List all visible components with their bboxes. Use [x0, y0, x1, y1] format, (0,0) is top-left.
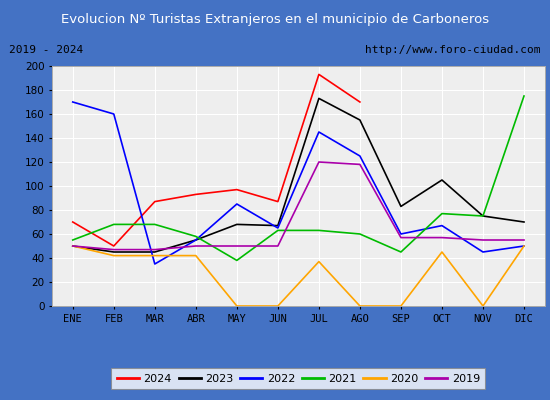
- Text: http://www.foro-ciudad.com: http://www.foro-ciudad.com: [365, 45, 541, 55]
- Text: 2019 - 2024: 2019 - 2024: [9, 45, 84, 55]
- Text: Evolucion Nº Turistas Extranjeros en el municipio de Carboneros: Evolucion Nº Turistas Extranjeros en el …: [61, 12, 489, 26]
- Legend: 2024, 2023, 2022, 2021, 2020, 2019: 2024, 2023, 2022, 2021, 2020, 2019: [111, 368, 486, 389]
